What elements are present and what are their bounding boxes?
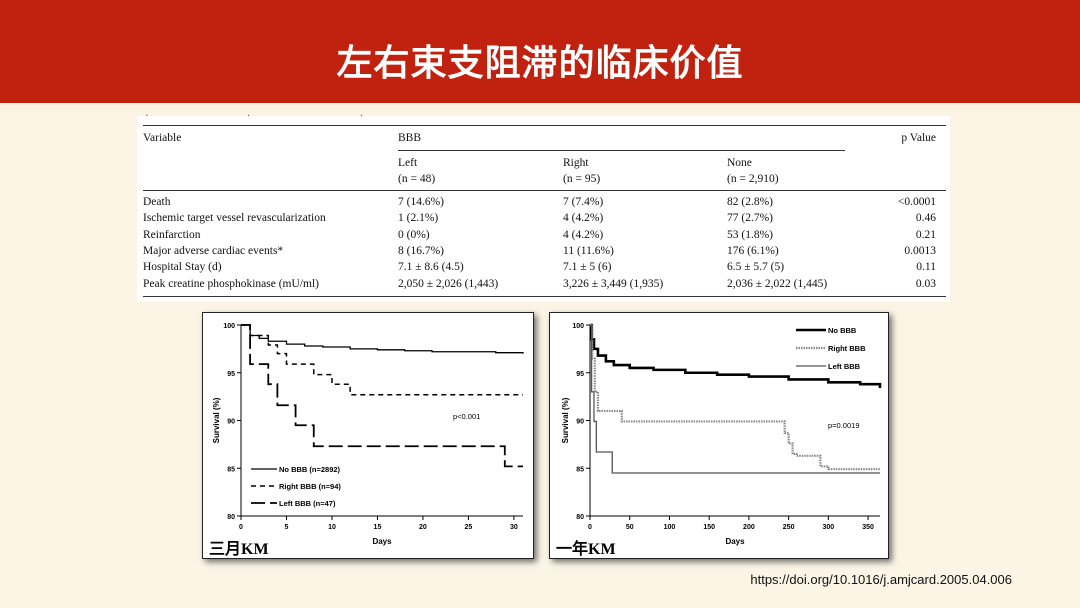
x-tick-label: 300 (823, 524, 835, 531)
table-cell-none: 2,036 ± 2,022 (1,445) (727, 277, 828, 290)
header-left: Left (398, 157, 418, 169)
y-tick-label: 100 (572, 323, 584, 330)
table-cell-left: 8 (16.7%) (398, 244, 444, 257)
km-series-no-bbb-line (590, 323, 882, 389)
x-tick-label: 10 (328, 524, 336, 531)
header-left-n: (n = 48) (398, 173, 436, 185)
table-cell-variable: Major adverse cardiac events* (143, 244, 284, 257)
x-tick-label: 250 (783, 524, 795, 531)
header-variable: Variable (143, 132, 182, 144)
table-cell-none: 176 (6.1%) (727, 244, 779, 257)
table-cell-right: 3,226 ± 3,449 (1,935) (563, 277, 664, 290)
table-cell-p: <0.0001 (897, 196, 936, 208)
title-banner: 左右束支阻滞的临床价值 (0, 0, 1080, 103)
y-tick-label: 80 (227, 514, 235, 521)
x-tick-label: 30 (510, 524, 518, 531)
km-series-left-bbb-line (241, 324, 523, 468)
source-link[interactable]: https://doi.org/10.1016/j.amjcard.2005.0… (750, 572, 1012, 587)
p-value-annotation: p<0.001 (453, 412, 480, 421)
table-cell-right: 4 (4.2%) (563, 212, 604, 225)
table-rule-bottom (143, 296, 946, 297)
legend-label: No BBB (n=2892) (279, 465, 341, 474)
table-cell-none: 77 (2.7%) (727, 212, 773, 225)
table-cell-left: 0 (0%) (398, 228, 430, 241)
x-axis-label: Days (725, 537, 745, 546)
y-tick-label: 85 (576, 466, 584, 473)
table-cell-left: 2,050 ± 2,026 (1,443) (398, 277, 499, 290)
table-cell-p: 0.03 (915, 277, 936, 290)
table-cell-right: 11 (11.6%) (563, 244, 614, 257)
x-tick-label: 350 (862, 524, 874, 531)
x-tick-label: 0 (239, 524, 243, 531)
table-cell-variable: Peak creatine phosphokinase (mU/ml) (143, 277, 319, 290)
slide-title: 左右束支阻滞的临床价值 (336, 43, 744, 84)
table-cell-right: 7 (7.4%) (563, 196, 604, 208)
legend-label: Left BBB (n=47) (279, 499, 336, 508)
table-cell-variable: Ischemic target vessel revascularization (143, 212, 326, 225)
table-cell-none: 53 (1.8%) (727, 228, 773, 241)
table-cell-left: 1 (2.1%) (398, 212, 439, 225)
table-cell-variable: Reinfarction (143, 228, 201, 241)
km-chart-1-year-caption: 一年KM (556, 541, 616, 558)
km-series-no-bbb-line (241, 324, 524, 354)
km-chart-1-year: 80 85 90 95 100 0 50 100 150 200 250 300 350 Days Surv… (549, 312, 889, 559)
y-tick-label: 80 (576, 514, 584, 521)
results-table: · · · Variable BBB p Value Left (n = 48)… (137, 110, 950, 302)
table-cell-variable: Hospital Stay (d) (143, 261, 222, 274)
x-axis-label: Days (372, 537, 392, 546)
table-cell-left: 7.1 ± 8.6 (4.5) (398, 261, 464, 274)
x-tick-label: 150 (703, 524, 715, 531)
x-tick-label: 50 (626, 524, 634, 531)
km-chart-3-month: 80 85 90 95 100 0 5 10 15 20 25 30 Days Survival (%) p… (202, 312, 534, 559)
y-axis-label: Survival (%) (561, 397, 570, 443)
y-tick-label: 90 (576, 419, 584, 426)
y-tick-label: 85 (227, 466, 235, 473)
km-series-right-bbb-line (241, 324, 523, 396)
header-right-n: (n = 95) (563, 173, 601, 185)
x-tick-label: 20 (419, 524, 427, 531)
x-tick-label: 25 (465, 524, 473, 531)
header-none-n: (n = 2,910) (727, 173, 779, 185)
km-chart-1-year-svg: 80 85 90 95 100 0 50 100 150 200 250 300 350 Days Surv… (561, 323, 882, 546)
x-tick-label: 200 (743, 524, 755, 531)
table-cell-none: 6.5 ± 5.7 (5) (727, 261, 785, 274)
km-series-left-bbb-line (590, 324, 880, 474)
x-tick-label: 5 (285, 524, 289, 531)
header-pvalue: p Value (901, 132, 936, 144)
header-bbb: BBB (398, 132, 422, 144)
legend-label: Right BBB (n=94) (279, 482, 341, 491)
table-cell-right: 7.1 ± 5 (6) (563, 261, 612, 274)
table-cell-left: 7 (14.6%) (398, 196, 444, 208)
table-rule-header (143, 190, 946, 191)
table-rule-group (398, 150, 845, 151)
y-tick-label: 100 (223, 323, 235, 330)
km-chart-3-month-caption: 三月KM (209, 541, 269, 558)
p-value-annotation: p=0.0019 (828, 421, 860, 430)
header-none: None (727, 157, 752, 169)
table-cell-none: 82 (2.8%) (727, 196, 773, 208)
y-axis-label: Survival (%) (212, 397, 221, 443)
table-cell-p: 0.0013 (904, 244, 936, 257)
table-cell-right: 4 (4.2%) (563, 228, 604, 241)
x-tick-label: 0 (588, 524, 592, 531)
legend-label: No BBB (828, 326, 857, 335)
x-tick-label: 100 (664, 524, 676, 531)
table-cell-variable: Death (143, 196, 171, 208)
table-cell-p: 0.11 (916, 261, 936, 274)
y-tick-label: 90 (227, 419, 235, 426)
table-top-marks: · · · (145, 110, 364, 122)
header-right: Right (563, 157, 589, 169)
y-tick-label: 95 (227, 371, 235, 378)
legend-label: Right BBB (828, 344, 866, 353)
km-series-right-bbb-line (590, 323, 880, 471)
km-chart-3-month-svg: 80 85 90 95 100 0 5 10 15 20 25 30 Days Survival (%) p… (212, 323, 524, 546)
table-cell-p: 0.21 (915, 228, 936, 241)
table-rule-top (143, 125, 946, 126)
y-tick-label: 95 (576, 371, 584, 378)
legend-label: Left BBB (828, 362, 861, 371)
table-cell-p: 0.46 (915, 212, 936, 225)
x-tick-label: 15 (374, 524, 382, 531)
